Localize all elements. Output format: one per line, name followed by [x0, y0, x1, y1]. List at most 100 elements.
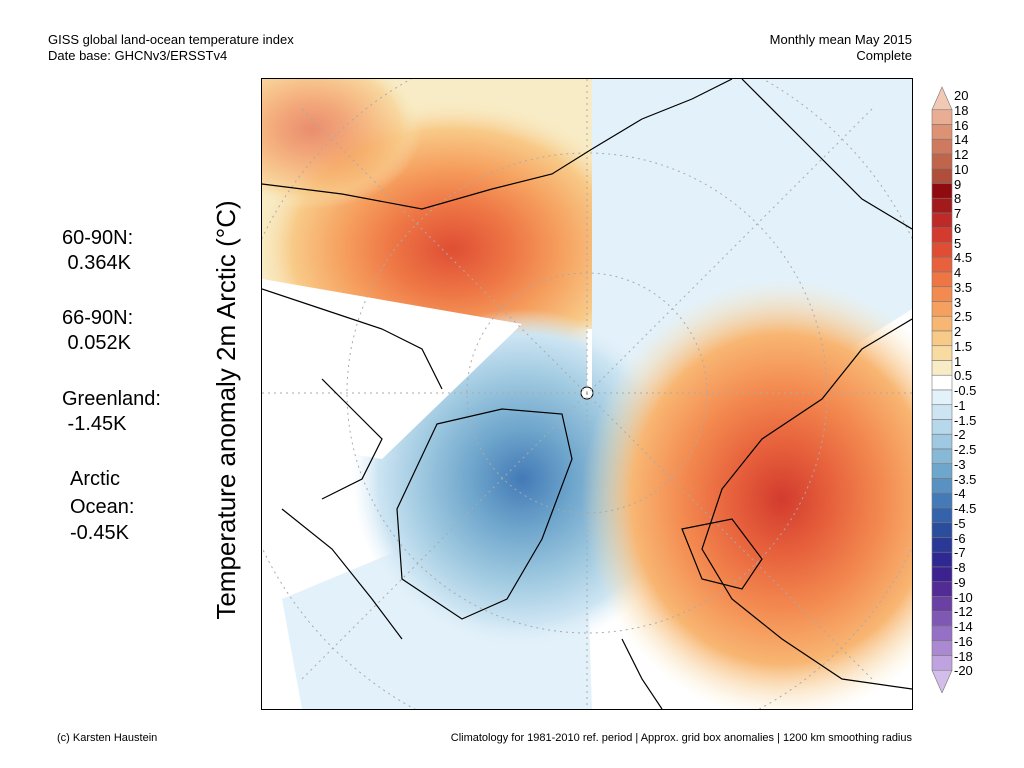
stat-arctic-label-1: Arctic [70, 468, 120, 490]
colorbar-swatch [931, 153, 953, 170]
coastlines [262, 79, 912, 709]
colorbar-tick-label: 3.5 [954, 279, 973, 295]
colorbar-tick-label: 4.5 [954, 250, 973, 266]
colorbar-tick-label: 14 [954, 132, 969, 148]
colorbar-swatch [931, 389, 953, 406]
colorbar-swatch [931, 360, 953, 376]
colorbar-tick-label: 1.5 [954, 338, 973, 354]
colorbar-swatch [931, 271, 953, 288]
colorbar-swatch [931, 404, 953, 420]
map-canvas [262, 79, 912, 709]
period-title: Monthly mean May 2015 [769, 32, 912, 47]
colorbar-tick-label: -6 [954, 530, 966, 546]
colorbar-tick-label: 18 [954, 102, 969, 118]
colorbar-swatch [931, 212, 953, 229]
colorbar-tick-label: -2 [954, 427, 966, 443]
colorbar-swatches [931, 86, 953, 693]
colorbar-tick-label: -4.5 [954, 501, 977, 516]
colorbar-tick-label: -4 [954, 486, 966, 502]
colorbar-swatch [931, 227, 953, 243]
colorbar-tick-label: -16 [954, 633, 973, 649]
colorbar-tick-label: -14 [954, 619, 973, 634]
colorbar-swatch [931, 197, 953, 214]
colorbar-swatch [931, 551, 953, 568]
colorbar-swatch [931, 610, 953, 627]
stat-60-90n-label: 60-90N: [62, 227, 134, 249]
colorbar-swatch [931, 655, 953, 671]
colorbar-swatch [931, 124, 953, 140]
stat-greenland-value: -1.45K [62, 413, 127, 435]
stat-66-90n-value: 0.052K [62, 332, 131, 354]
colorbar-tick-label: -18 [954, 648, 973, 664]
colorbar-swatch [931, 315, 953, 332]
colorbar-swatch [931, 419, 953, 435]
dataset-title: GISS global land-ocean temperature index [48, 32, 294, 47]
colorbar [931, 86, 953, 693]
colorbar-tick-label: 8 [954, 191, 962, 207]
colorbar-swatch [931, 492, 953, 509]
colorbar-swatch [931, 463, 953, 479]
colorbar-swatch [931, 301, 953, 317]
colorbar-tick-label: -7 [954, 545, 966, 561]
colorbar-swatch [931, 374, 953, 391]
colorbar-swatch [931, 478, 953, 494]
chukotka-warm-anomaly [262, 79, 422, 209]
colorbar-tick-label: -20 [954, 663, 973, 679]
colorbar-swatch [931, 345, 953, 361]
colorbar-tick-label: 2 [954, 324, 962, 339]
colorbar-swatch [931, 625, 953, 642]
colorbar-tick-label: -1 [954, 397, 966, 413]
colorbar-swatch [931, 330, 953, 347]
colorbar-tick-label: 16 [954, 117, 969, 133]
colorbar-tick-label: -10 [954, 589, 973, 605]
colorbar-tick-label: 12 [954, 147, 969, 162]
colorbar-swatch [931, 242, 953, 258]
colorbar-tick-label: -5 [954, 515, 966, 531]
colorbar-swatch [931, 537, 953, 553]
scandinavia-warm-anomaly [582, 279, 912, 709]
y-axis-label: Temperature anomaly 2m Arctic (°C) [211, 200, 241, 620]
colorbar-swatch [931, 86, 953, 111]
colorbar-tick-label: -9 [954, 574, 966, 590]
status-label: Complete [856, 48, 912, 63]
colorbar-tick-label: 4 [954, 265, 962, 280]
header-left: GISS global land-ocean temperature index… [48, 32, 294, 64]
colorbar-tick-label: 7 [954, 206, 962, 221]
colorbar-tick-label: -12 [954, 604, 973, 620]
stat-greenland-label: Greenland: [62, 388, 161, 410]
database-label: Date base: GHCNv3/ERSSTv4 [48, 48, 228, 63]
colorbar-swatch [931, 581, 953, 597]
colorbar-tick-label: -8 [954, 560, 966, 575]
colorbar-swatch [931, 448, 953, 465]
stat-66-90n-label: 66-90N: [62, 307, 134, 329]
colorbar-tick-label: -3 [954, 456, 966, 472]
colorbar-swatch [931, 168, 953, 184]
north-america-missing [262, 279, 522, 459]
colorbar-swatch [931, 640, 953, 656]
stat-arctic-label-2: Ocean: [70, 496, 135, 518]
stat-arctic-value: -0.45K [70, 522, 129, 544]
polar-anomaly-map [261, 78, 913, 710]
colorbar-tick-label: 1 [954, 353, 962, 369]
colorbar-swatch [931, 566, 953, 583]
colorbar-swatch [931, 183, 953, 199]
colorbar-tick-label: -2.5 [954, 442, 977, 457]
stat-60-90n-value: 0.364K [62, 252, 131, 274]
footer-note: Climatology for 1981-2010 ref. period | … [450, 732, 912, 744]
colorbar-swatch [931, 433, 953, 450]
colorbar-tick-label: -3.5 [954, 471, 977, 487]
colorbar-tick-label: 3 [954, 294, 962, 310]
header-right: Monthly mean May 2015 Complete [770, 32, 912, 64]
colorbar-tick-label: 2.5 [954, 309, 973, 325]
colorbar-tick-label: -1.5 [954, 412, 977, 428]
colorbar-tick-label: 0.5 [954, 368, 973, 384]
colorbar-tick-label: -0.5 [954, 383, 977, 398]
colorbar-swatch [931, 522, 953, 538]
colorbar-tick-label: 20 [954, 88, 969, 103]
polar-gap [587, 329, 592, 399]
colorbar-swatch [931, 286, 953, 302]
colorbar-tick-label: 9 [954, 176, 962, 192]
colorbar-swatch [931, 256, 953, 273]
colorbar-tick-label: 10 [954, 161, 969, 177]
colorbar-swatch [931, 669, 953, 693]
